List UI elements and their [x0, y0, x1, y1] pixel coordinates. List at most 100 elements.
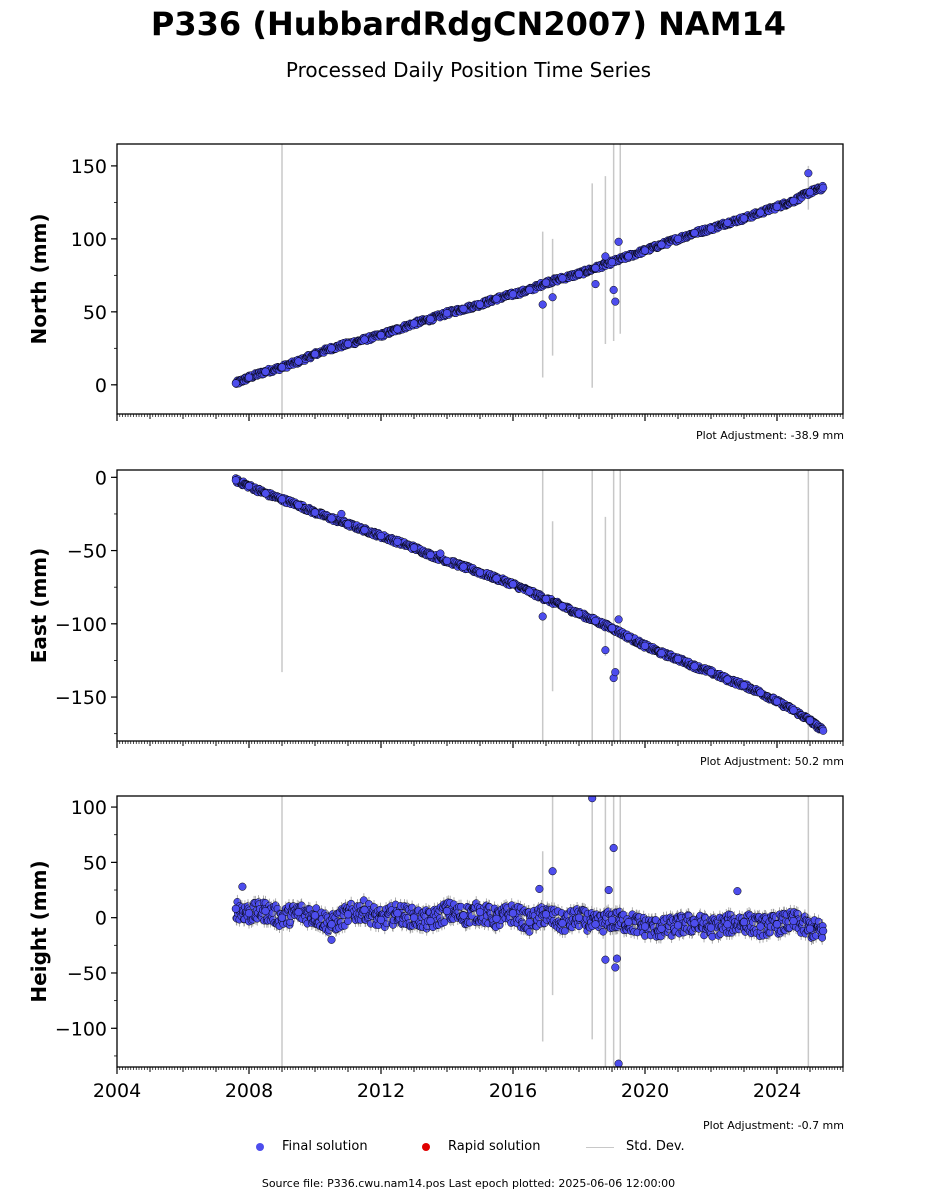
east-final-point	[558, 602, 567, 611]
north-ytick-label-3: 150	[71, 156, 107, 178]
east-final-point	[327, 514, 336, 523]
north-final-point	[772, 202, 782, 211]
east-final-point	[690, 662, 699, 671]
east-final-point	[459, 562, 468, 571]
north-final-point	[393, 325, 402, 334]
north-outlier-point-6	[601, 252, 610, 261]
north-final-point	[591, 264, 600, 273]
north-final-point	[607, 258, 617, 267]
east-ytick-label-2: −100	[55, 614, 107, 636]
east-final-point	[624, 632, 633, 642]
east-outlier-point-4	[614, 615, 623, 624]
north-ytick-label-2: 100	[71, 229, 107, 251]
north-final-point	[261, 367, 270, 376]
east-final-point	[819, 726, 828, 735]
north-final-point	[459, 304, 468, 313]
east-final-point	[409, 543, 419, 552]
north-final-point	[360, 335, 369, 344]
north-final-point	[508, 290, 518, 299]
east-final-point	[492, 574, 501, 583]
north-final-point	[244, 373, 254, 382]
north-outlier-point-5	[614, 237, 623, 246]
east-final-point	[772, 697, 782, 706]
east-final-point	[426, 550, 435, 560]
north-final-point	[475, 300, 485, 309]
east-final-point	[393, 537, 402, 546]
north-final-point	[723, 218, 732, 227]
north-outlier-point-1	[548, 293, 557, 302]
east-final-point	[805, 716, 815, 725]
north-final-point	[739, 214, 749, 223]
north-final-point	[558, 274, 567, 283]
east-final-point	[789, 706, 798, 715]
north-outlier-point-2	[591, 280, 600, 289]
east-ylabel: East (mm)	[27, 548, 51, 664]
east-final-point	[508, 580, 518, 589]
east-final-point	[673, 654, 683, 664]
east-final-point	[277, 495, 287, 504]
north-final-point	[706, 224, 716, 233]
north-final-point	[277, 363, 287, 372]
north-final-point	[819, 183, 828, 192]
north-final-point	[525, 285, 534, 294]
north-final-point	[343, 339, 353, 348]
east-final-point	[739, 681, 749, 690]
north-ytick-label-1: 50	[83, 302, 107, 324]
north-final-points	[231, 181, 828, 388]
chart-subtitle: Processed Daily Position Time Series	[285, 58, 652, 82]
east-ytick-label-3: −150	[55, 687, 107, 709]
north-final-point	[376, 331, 386, 340]
north-final-point	[789, 196, 798, 205]
east-outlier-point-0	[538, 612, 547, 621]
east-axes-frame	[116, 469, 844, 742]
east-final-point	[360, 526, 369, 535]
east-final-point	[525, 587, 534, 596]
north-final-point	[624, 252, 633, 261]
east-final-point	[442, 556, 452, 565]
east-final-point	[756, 688, 765, 697]
east-final-point	[574, 609, 584, 618]
height-final-points	[231, 893, 828, 946]
north-final-point	[690, 228, 699, 238]
east-final-point	[244, 482, 254, 491]
north-final-point	[294, 357, 303, 366]
east-final-point	[231, 476, 240, 485]
north-final-point	[231, 379, 240, 388]
north-outlier-point-0	[538, 300, 547, 309]
east-ytick-label-1: −50	[67, 541, 107, 563]
north-final-point	[327, 344, 336, 353]
height-data-area	[231, 796, 828, 1067]
east-panel: 0 −50 −100 −150 East (mm)	[27, 467, 844, 748]
north-final-point	[310, 350, 320, 359]
north-final-point	[492, 294, 501, 303]
east-final-point	[261, 489, 270, 498]
north-final-point	[574, 269, 584, 278]
north-ytick-label-0: 0	[95, 375, 107, 397]
north-final-point	[409, 319, 419, 328]
east-final-point	[591, 616, 600, 625]
north-final-point	[756, 208, 765, 217]
north-outlier-point-7	[804, 169, 813, 178]
east-final-point	[640, 641, 650, 650]
north-data-area	[231, 144, 828, 414]
north-final-point	[541, 278, 551, 287]
east-final-point	[657, 649, 666, 658]
north-final-point	[673, 234, 683, 243]
east-outlier-point-3	[611, 668, 620, 677]
north-final-point	[442, 309, 452, 318]
east-final-point	[706, 668, 716, 677]
north-axes-frame	[116, 143, 844, 415]
north-final-point	[805, 188, 815, 197]
east-final-point	[475, 568, 485, 577]
chart-title: P336 (HubbardRdgCN2007) NAM14	[150, 5, 787, 43]
north-outlier-point-4	[611, 297, 620, 306]
north-final-point	[426, 315, 435, 324]
east-final-point	[723, 675, 732, 684]
north-ylabel: North (mm)	[27, 213, 51, 344]
east-outlier-point-1	[601, 646, 610, 655]
east-data-area	[231, 470, 828, 741]
east-final-point	[310, 508, 320, 517]
east-final-point	[541, 594, 551, 603]
north-final-point	[657, 240, 666, 249]
